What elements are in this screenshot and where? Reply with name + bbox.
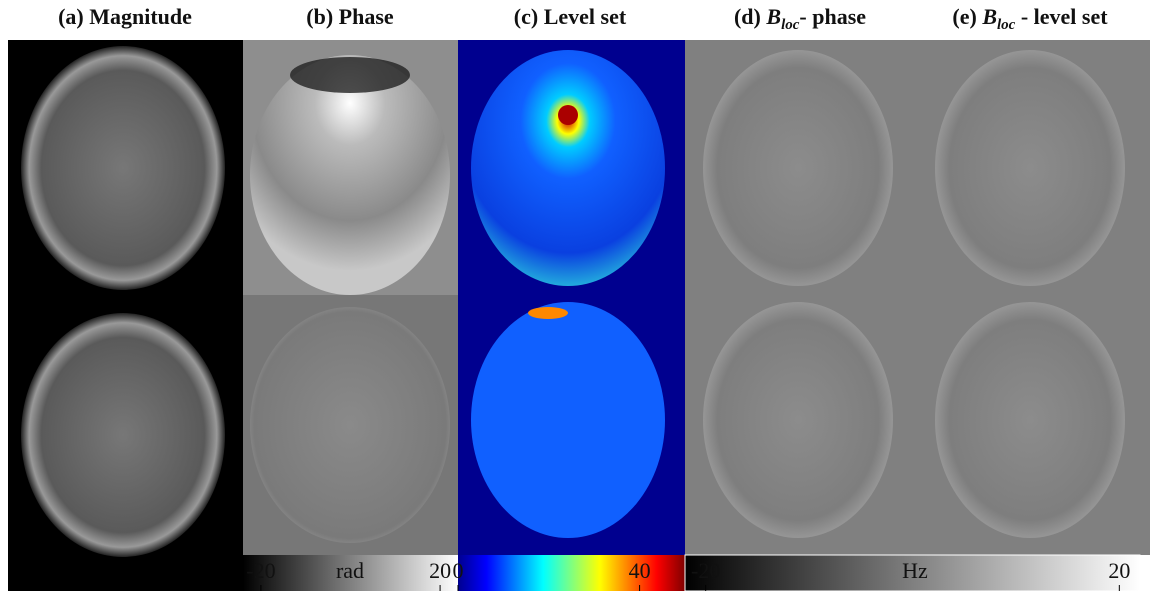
- brain: [471, 302, 665, 538]
- title-part: loc: [997, 17, 1016, 33]
- peak: [528, 307, 568, 319]
- title-part: loc: [781, 17, 800, 33]
- peak: [558, 105, 578, 125]
- colorbar: [458, 555, 685, 591]
- titles: (a) Magnitude (b) Phase (c) Level set (d…: [58, 4, 1108, 33]
- brain: [703, 302, 893, 538]
- title-part: B: [765, 4, 781, 29]
- brain: [935, 302, 1125, 538]
- brain: [703, 50, 893, 286]
- panel-title: (e) Bloc - level set: [952, 4, 1108, 33]
- brain: [935, 50, 1125, 286]
- unit-label: rad: [336, 558, 364, 583]
- tick-label: 40: [629, 558, 651, 583]
- brain: [250, 307, 450, 543]
- title-part: - phase: [799, 4, 866, 29]
- panel-title: (c) Level set: [514, 4, 627, 29]
- images: [8, 40, 1150, 591]
- panel-title: (d) Bloc- phase: [734, 4, 866, 33]
- title-part: - level set: [1015, 4, 1108, 29]
- title-part: B: [981, 4, 997, 29]
- unit-label: Hz: [902, 558, 928, 583]
- brain: [471, 50, 665, 286]
- artifact: [290, 57, 410, 93]
- panel-title: (b) Phase: [306, 4, 394, 29]
- title-part: (d): [734, 4, 766, 29]
- brain: [21, 46, 225, 290]
- figure: (a) Magnitude (b) Phase (c) Level set (d…: [0, 0, 1150, 591]
- panel-title: (a) Magnitude: [58, 4, 192, 29]
- tick-label: 20: [1108, 558, 1130, 583]
- tick-label: -20: [691, 558, 720, 583]
- tick-label: 0: [453, 558, 464, 583]
- title-part: (e): [952, 4, 982, 29]
- brain: [21, 313, 225, 557]
- tick-label: -20: [246, 558, 275, 583]
- tick-label: 20: [429, 558, 451, 583]
